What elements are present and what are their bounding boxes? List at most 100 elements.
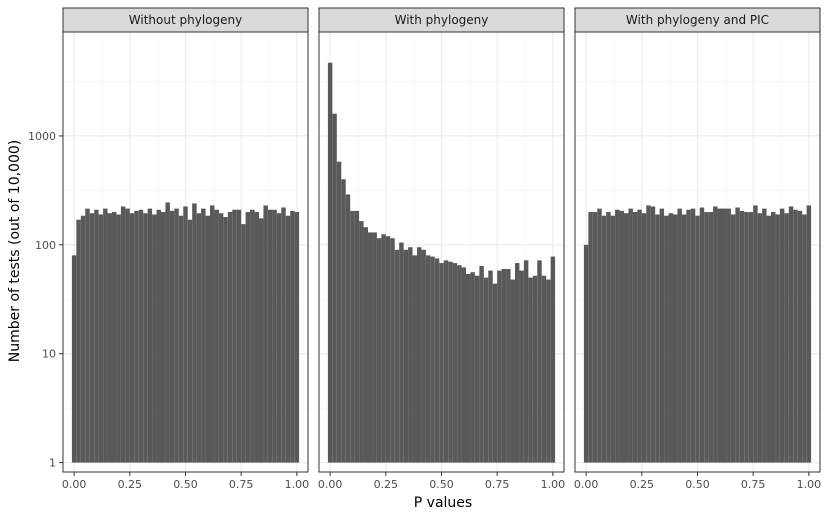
histogram-bar (134, 210, 139, 463)
x-tick-label: 0.50 (173, 478, 198, 491)
facet-panel-1: Without phylogeny 0.00 0.25 0.50 0.75 1.00 1 10… (28, 7, 310, 491)
histogram-bar (276, 213, 282, 463)
histogram-bar (641, 213, 647, 463)
histogram-bar (461, 267, 466, 463)
histogram-bar (443, 260, 449, 463)
x-tick-label: 1.00 (797, 478, 822, 491)
histogram-bar (254, 212, 259, 463)
histogram-bar (632, 212, 638, 463)
histogram-bar (430, 256, 435, 463)
histogram-bar (722, 208, 727, 463)
x-tick-label: 0.75 (485, 478, 510, 491)
facet-strip-label: Without phylogeny (129, 13, 242, 27)
histogram-bar (592, 212, 598, 463)
histogram-bar (457, 265, 462, 463)
histogram-bar (802, 214, 807, 463)
histogram-bar (412, 255, 417, 463)
x-tick-label: 0.00 (318, 478, 343, 491)
histogram-bar (350, 210, 355, 463)
histogram-bar (236, 209, 242, 463)
histogram-bar (806, 205, 812, 463)
histogram-bar (187, 219, 193, 463)
histogram-bar (161, 212, 166, 463)
histogram-bar (519, 270, 524, 463)
histogram-bar (470, 272, 475, 463)
x-tick-label: 0.50 (685, 478, 710, 491)
histogram-bar (85, 208, 90, 463)
histogram-bar (332, 113, 337, 463)
histogram-bar (381, 234, 386, 463)
histogram-bar (474, 275, 480, 463)
facet-panel-2: With phylogeny 0.00 0.25 0.50 0.75 1.00 (318, 7, 565, 491)
histogram-bar (646, 205, 651, 463)
histogram-bar (76, 219, 81, 463)
histogram-bar (434, 258, 440, 463)
y-axis-title: Number of tests (out of 10,000) (7, 140, 23, 363)
histogram-bar (784, 213, 789, 463)
histogram-bar (165, 202, 170, 463)
histogram-bar (285, 215, 291, 463)
histogram-bar (294, 212, 300, 463)
histogram-bar (506, 268, 511, 463)
histogram-bar (183, 206, 188, 463)
histogram-bar (537, 260, 542, 463)
histogram-bar (341, 179, 346, 463)
histogram-bar (138, 209, 144, 463)
histogram-bar (659, 208, 665, 463)
histogram-bar (408, 247, 413, 463)
histogram-bar (713, 206, 718, 463)
histogram-bar (390, 238, 395, 463)
x-tick-label: 0.00 (62, 478, 87, 491)
histogram-bar (664, 215, 669, 463)
histogram-bar (336, 161, 342, 463)
histogram-bar (637, 209, 642, 463)
histogram-bar (94, 209, 99, 463)
histogram-bar (699, 207, 705, 463)
histogram-bar (103, 208, 108, 463)
histogram-bar (368, 232, 373, 463)
histogram-bar (492, 283, 498, 463)
histogram-bar (695, 215, 700, 463)
histogram-bar (425, 255, 431, 463)
histogram-bar (394, 249, 400, 463)
histogram-bar (327, 62, 333, 463)
histogram-bar (363, 227, 368, 463)
histogram-bar (272, 209, 277, 463)
histogram-bar (448, 261, 453, 463)
histogram-bar (523, 260, 529, 463)
x-tick-label: 0.50 (429, 478, 454, 491)
histogram-bar (730, 214, 736, 463)
histogram-bar (263, 205, 268, 463)
histogram-bar (156, 209, 161, 463)
histogram-bar (223, 217, 228, 463)
y-tick-label: 10 (42, 348, 56, 361)
histogram-bar (196, 213, 202, 463)
histogram-bar (227, 212, 233, 463)
facet-panel-3: With phylogeny and PIC 0.00 0.25 0.50 0.75 1.… (574, 7, 822, 491)
histogram-bar (107, 213, 112, 463)
histogram-bar (466, 273, 471, 463)
histogram-bar (178, 215, 184, 463)
x-tick-label: 1.00 (285, 478, 310, 491)
histogram-bar (483, 277, 489, 463)
histogram-bar (89, 213, 95, 463)
histogram-bar (169, 210, 175, 463)
histogram-bar (241, 224, 246, 463)
histogram-bar (174, 208, 179, 463)
histogram-bar (628, 208, 633, 463)
y-tick-label: 1000 (28, 130, 56, 143)
histogram-bar (779, 208, 785, 463)
histogram-bar (681, 214, 687, 463)
histogram-bar (372, 232, 377, 463)
histogram-bar (385, 236, 391, 463)
histogram-bar (501, 268, 507, 463)
histogram-bar (267, 209, 273, 463)
histogram-bar (129, 213, 135, 463)
histogram-bar (606, 212, 611, 463)
histogram-bar (201, 208, 206, 463)
histogram-bar (143, 213, 148, 463)
histogram-bar (588, 212, 593, 463)
histogram-bar (354, 210, 360, 463)
histogram-bar (624, 213, 629, 463)
